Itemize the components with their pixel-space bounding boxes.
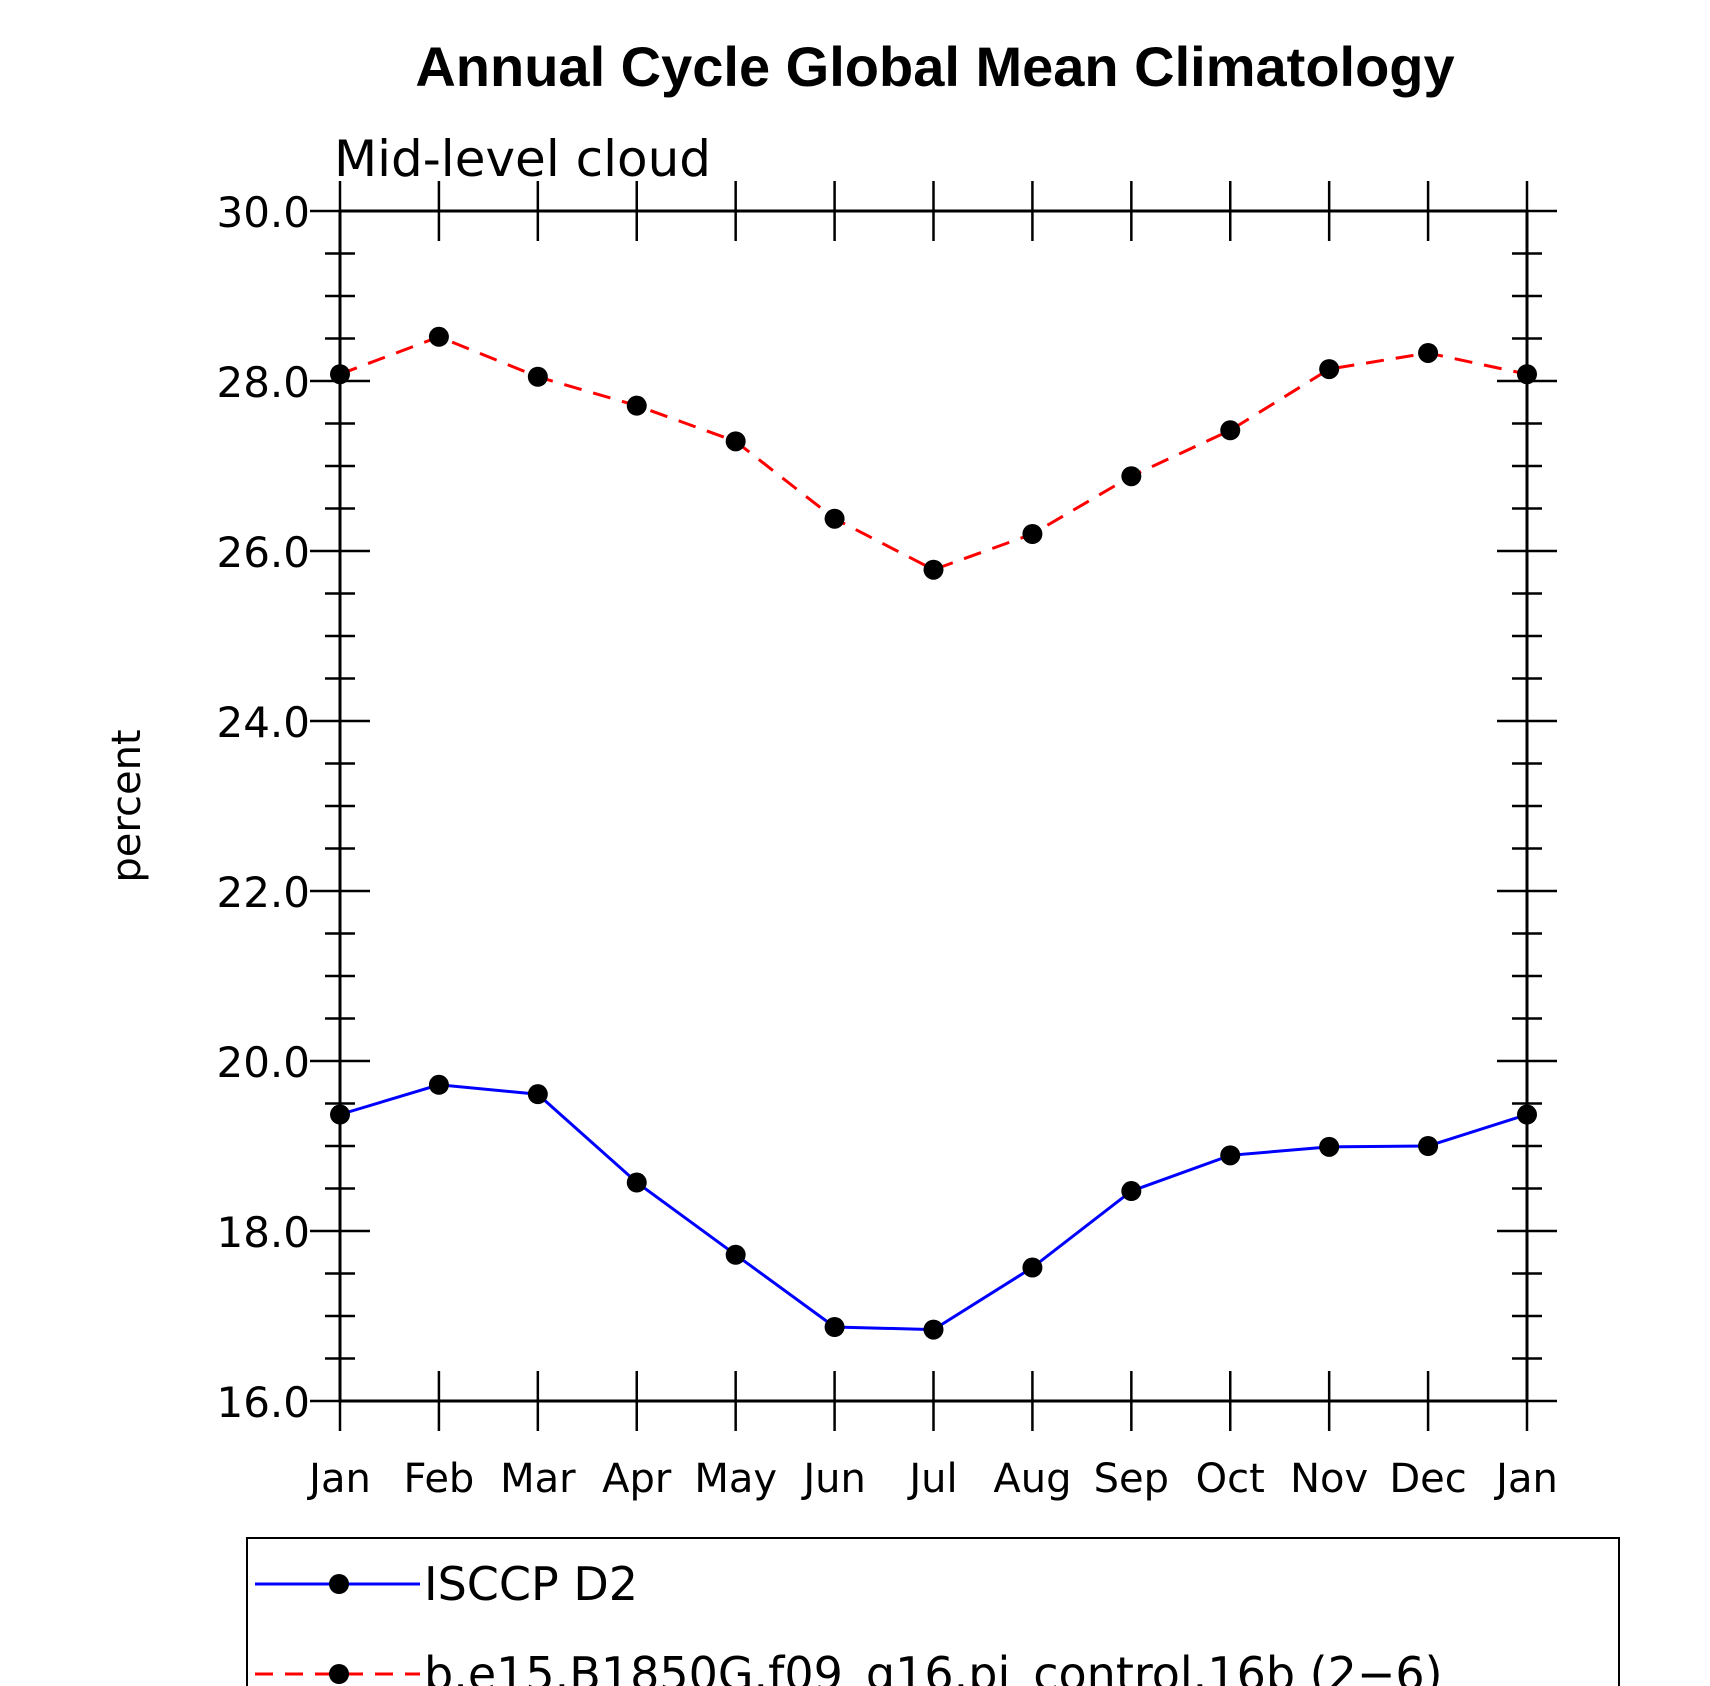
series-1-point [1022,524,1043,544]
series-line-0 [339,1083,1528,1332]
chart-subtitle: Mid-level cloud [334,130,711,188]
y-axis-ticks [310,209,1557,1403]
series-0-point [1220,1145,1241,1166]
series-0-point [923,1319,944,1340]
legend-label-model-run: b.e15.B1850G.f09_g16.pi_control.16b (2−6… [424,1647,1443,1686]
series-0-point [626,1172,647,1193]
y-axis-label: percent [104,729,150,882]
y-tick-label: 28.0 [216,358,310,407]
series-1-point [1319,359,1340,380]
series-0-point [824,1317,845,1338]
y-tick-label: 30.0 [216,188,310,237]
x-tick-label: Sep [1094,1456,1169,1502]
series-1-point [725,431,746,452]
series-layer [330,326,1537,1340]
x-axis-tick-labels: Jan Feb Mar Apr May Jun Jul Aug Sep Oct Nov Dec Jan [306,1456,1558,1502]
legend-label-isccp-d2: ISCCP D2 [424,1557,638,1611]
x-tick-label: Nov [1290,1456,1368,1502]
x-tick-label: Jul [906,1456,957,1502]
series-line-1 [339,335,1528,572]
series-0-point [527,1084,548,1105]
series-0-point [1418,1136,1439,1156]
series-0-point [428,1074,449,1095]
x-axis-ticks [338,181,1529,1431]
series-1-point [626,395,647,416]
y-tick-label: 18.0 [216,1208,310,1257]
x-tick-label: Jan [1493,1456,1558,1502]
plot-frame [338,209,1529,1403]
legend-box [246,1537,1620,1686]
legend-marker-model-run [329,1664,349,1684]
series-0-point [330,1104,350,1125]
series-1-point [1418,342,1439,363]
x-tick-label: Aug [993,1456,1071,1502]
series-1-point [1220,420,1241,441]
legend-marker-isccp-d2 [329,1574,349,1594]
series-1-point [428,326,449,347]
y-tick-label: 26.0 [216,528,310,577]
chart-title: Annual Cycle Global Mean Climatology [415,35,1454,98]
series-1-point [527,366,548,387]
series-1-point [824,508,845,529]
series-0-point [725,1244,746,1265]
y-tick-label: 16.0 [216,1378,310,1427]
x-tick-label: May [694,1456,777,1502]
y-tick-label: 22.0 [216,868,310,917]
series-1-point [1517,364,1537,385]
x-tick-label: Dec [1389,1456,1466,1502]
series-0-point [1319,1136,1340,1157]
x-tick-label: Jun [800,1456,866,1502]
series-1-point [330,364,350,385]
series-0-point [1121,1181,1142,1202]
x-tick-label: Mar [500,1456,576,1502]
y-tick-label: 24.0 [216,698,310,747]
y-tick-label: 20.0 [216,1038,310,1087]
series-0-point [1022,1257,1043,1278]
x-tick-label: Oct [1196,1456,1265,1502]
series-1-point [923,559,944,580]
y-axis-tick-labels: 16.0 18.0 20.0 22.0 24.0 26.0 28.0 30.0 [216,188,310,1427]
series-0-point [1517,1104,1537,1125]
series-1-point [1121,466,1142,487]
legend: ISCCP D2 b.e15.B1850G.f09_g16.pi_control… [246,1537,1620,1686]
x-tick-label: Apr [602,1456,672,1502]
x-tick-label: Feb [404,1456,475,1502]
x-tick-label: Jan [306,1456,371,1502]
